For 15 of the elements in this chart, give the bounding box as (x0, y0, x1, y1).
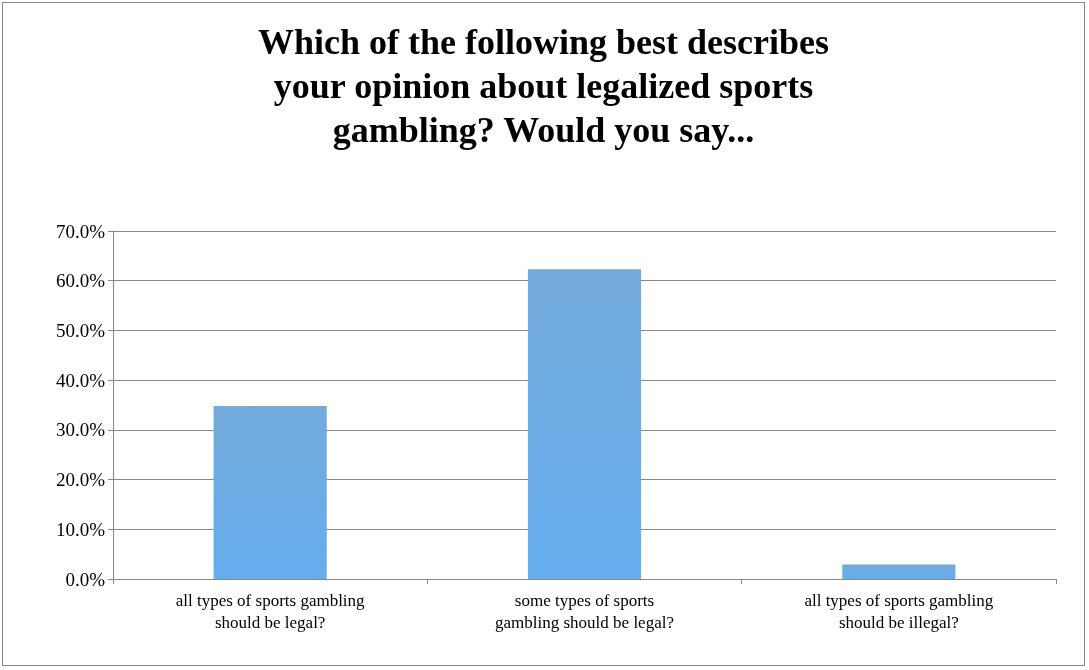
chart-title: Which of the following best describes your opinion about legalized sports gambling? Would you say... (258, 22, 829, 150)
x-tick-label: all types of sports gambling should be illegal? (804, 590, 994, 632)
x-tick-label: some types of sports gambling should be legal? (495, 590, 674, 632)
bar (527, 269, 642, 579)
y-tick-label: 10.0% (55, 518, 106, 540)
bar (213, 405, 327, 579)
x-tick-label: all types of sports gambling should be legal? (175, 590, 366, 632)
y-tick-label: 70.0% (55, 220, 106, 242)
y-tick-label: 60.0% (55, 270, 106, 292)
y-tick-label: 20.0% (55, 469, 106, 491)
y-tick-label: 40.0% (55, 369, 106, 391)
y-tick-label: 0.0% (65, 568, 106, 590)
bar (842, 564, 956, 579)
y-tick-label: 30.0% (55, 419, 106, 441)
y-tick-label: 50.0% (55, 319, 106, 341)
